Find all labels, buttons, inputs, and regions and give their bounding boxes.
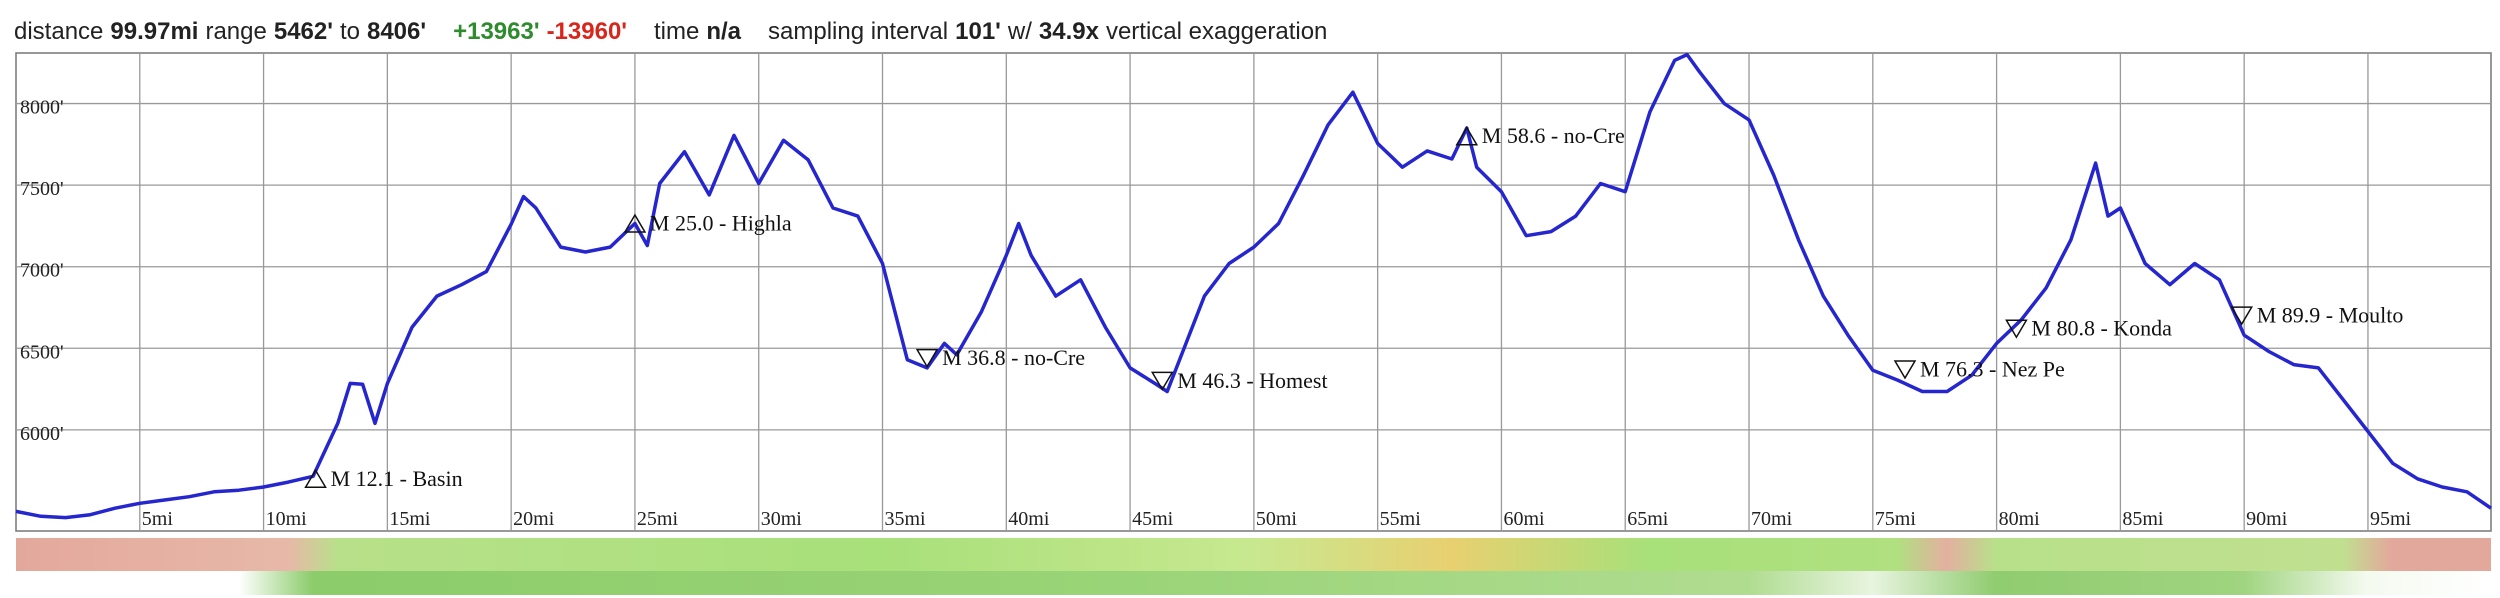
x-tick-label: 75mi — [1875, 508, 1917, 530]
header-text: 8406' — [366, 18, 427, 45]
x-tick-label: 80mi — [1999, 508, 2041, 530]
header-text: n/a — [706, 18, 742, 45]
waypoint-marker — [915, 348, 939, 369]
waypoint-marker — [2230, 306, 2254, 326]
x-tick-label: 15mi — [389, 508, 431, 530]
header-text: sampling interval — [768, 18, 949, 45]
waypoint-label: M 36.8 - no-Cre — [942, 345, 1085, 370]
x-tick-label: 60mi — [1503, 508, 1545, 530]
x-tick-label: 40mi — [1008, 508, 1050, 530]
waypoint-marker — [1455, 126, 1479, 146]
waypoint-label: M 80.8 - Konda — [2031, 316, 2172, 341]
x-tick-label: 95mi — [2370, 508, 2412, 530]
waypoint-marker — [623, 213, 647, 233]
waypoint-label: M 12.1 - Basin — [331, 466, 463, 491]
header-text: distance — [14, 18, 104, 45]
x-tick-label: 90mi — [2246, 508, 2288, 530]
waypoint-marker — [2005, 319, 2028, 339]
y-tick-label: 6500' — [20, 341, 64, 363]
elevation-line — [15, 52, 2492, 520]
header-text: 34.9x — [1038, 18, 1099, 45]
header-text: +13963' — [453, 18, 540, 45]
y-tick-label: 7000' — [20, 260, 64, 282]
header-text: 5462' — [273, 18, 333, 45]
x-tick-label: 20mi — [513, 508, 555, 530]
waypoint-marker — [1150, 371, 1174, 391]
header-text: -13960' — [546, 18, 627, 45]
header-text: 101' — [955, 18, 1001, 45]
y-tick-label: 8000' — [20, 97, 64, 119]
x-tick-label: 85mi — [2122, 508, 2164, 530]
x-tick-label: 35mi — [885, 508, 927, 530]
x-tick-label: 10mi — [266, 508, 308, 530]
x-tick-label: 5mi — [142, 508, 174, 530]
header-text: to — [339, 18, 360, 45]
header-text: 99.97mi — [110, 18, 199, 45]
waypoint-label: M 25.0 - Highla — [650, 210, 792, 235]
waypoint-label: M 46.3 - Homest — [1177, 368, 1327, 393]
x-tick-label: 55mi — [1380, 508, 1422, 530]
y-tick-label: 7500' — [20, 178, 64, 200]
y-tick-label: 6000' — [20, 423, 64, 445]
cover-strip — [16, 571, 2491, 595]
x-tick-label: 70mi — [1751, 508, 1793, 530]
x-tick-label: 65mi — [1627, 508, 1669, 530]
waypoint-marker — [1893, 360, 1917, 380]
waypoint-marker — [304, 468, 327, 489]
slope-strip — [16, 538, 2491, 571]
header-text: w/ — [1007, 18, 1032, 45]
header-text: vertical exaggeration — [1105, 18, 1328, 45]
waypoint-label: M 89.9 - Moulto — [2257, 303, 2404, 328]
x-tick-label: 25mi — [637, 508, 679, 530]
x-tick-label: 30mi — [761, 508, 803, 530]
x-tick-label: 45mi — [1132, 508, 1174, 530]
x-tick-label: 50mi — [1256, 508, 1298, 530]
header-text: range — [205, 18, 267, 45]
stats-header: distance 99.97mi range 5462' to 8406' +13963' -… — [14, 18, 1334, 46]
waypoint-label: M 76.3 - Nez Pe — [1920, 356, 2065, 381]
waypoint-label: M 58.6 - no-Cre — [1482, 123, 1625, 148]
header-text: time — [654, 18, 700, 45]
